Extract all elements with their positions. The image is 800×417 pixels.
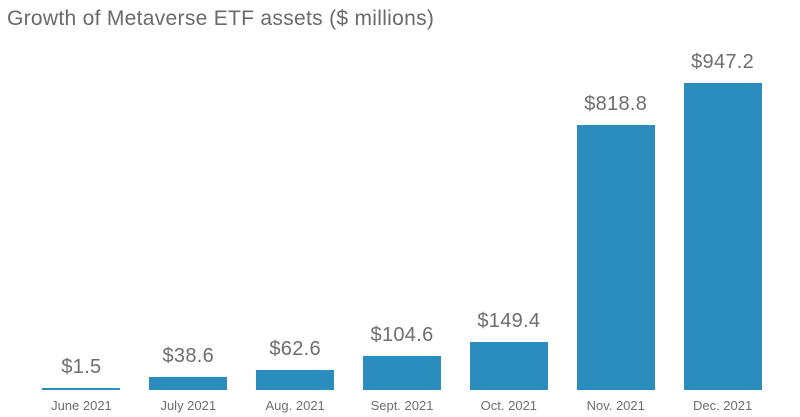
bar-value-label: $104.6	[370, 324, 434, 346]
x-axis-label: Aug. 2021	[265, 398, 325, 413]
bar[interactable]	[469, 342, 548, 390]
x-axis-label: June 2021	[51, 398, 112, 413]
bar-group: $62.6 Aug. 2021	[242, 40, 349, 417]
bar-value-label: $818.8	[584, 93, 648, 115]
bar-value-label: $1.5	[61, 356, 102, 378]
bar[interactable]	[149, 377, 228, 390]
bar[interactable]	[42, 388, 121, 390]
bar-value-label: $947.2	[691, 51, 755, 73]
bar-group: $149.4 Oct. 2021	[455, 40, 562, 417]
bar-group: $818.8 Nov. 2021	[562, 40, 669, 417]
x-axis-label: July 2021	[160, 398, 217, 413]
bar-value-label: $149.4	[477, 310, 541, 332]
bar-group: $38.6 July 2021	[135, 40, 242, 417]
bar-chart-plot: $1.5 June 2021 $38.6 July 2021 $62.6 Aug. 202…	[28, 40, 776, 417]
x-axis-label: Sept. 2021	[370, 398, 434, 413]
x-axis-label: Oct. 2021	[480, 398, 538, 413]
bar-group: $1.5 June 2021	[28, 40, 135, 417]
bar[interactable]	[683, 83, 762, 390]
bar[interactable]	[256, 370, 335, 390]
bar-group: $104.6 Sept. 2021	[349, 40, 456, 417]
bar-group: $947.2 Dec. 2021	[669, 40, 776, 417]
x-axis-label: Dec. 2021	[692, 398, 753, 413]
bar[interactable]	[363, 356, 441, 390]
x-axis-label: Nov. 2021	[586, 398, 645, 413]
bar[interactable]	[576, 125, 655, 390]
chart-title: Growth of Metaverse ETF assets ($ millio…	[7, 7, 435, 30]
bar-value-label: $38.6	[162, 345, 215, 367]
bar-value-label: $62.6	[269, 338, 321, 360]
